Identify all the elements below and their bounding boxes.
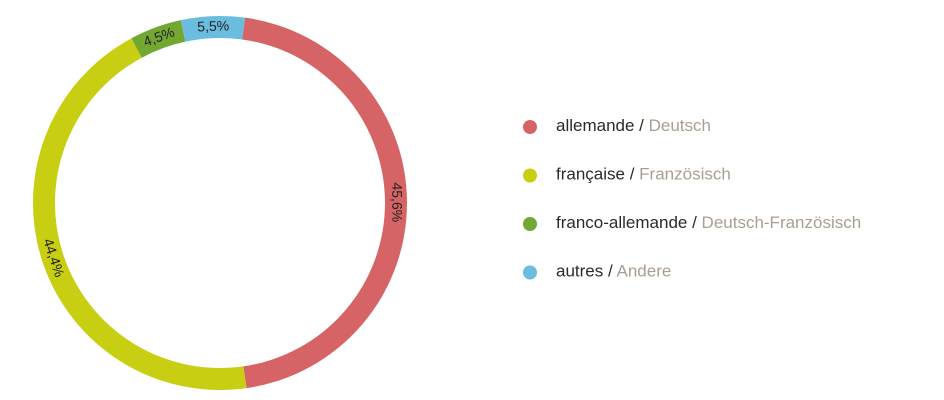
donut-segment (32, 38, 247, 390)
legend-marker (523, 120, 537, 134)
donut-segment (131, 20, 186, 58)
value-label: 45,6% (389, 182, 405, 222)
donut-segment (242, 17, 408, 389)
value-label: 5,5% (197, 17, 230, 34)
legend-label: allemande / Deutsch (556, 116, 711, 135)
donut-segment (180, 16, 246, 42)
legend-marker (523, 168, 537, 183)
legend-label: autres / Andere (556, 262, 671, 281)
legend-label: française / Französisch (556, 165, 731, 184)
legend-marker (523, 217, 537, 231)
legend-label: franco-allemande / Deutsch-Französisch (556, 213, 861, 232)
legend-marker (523, 265, 537, 280)
